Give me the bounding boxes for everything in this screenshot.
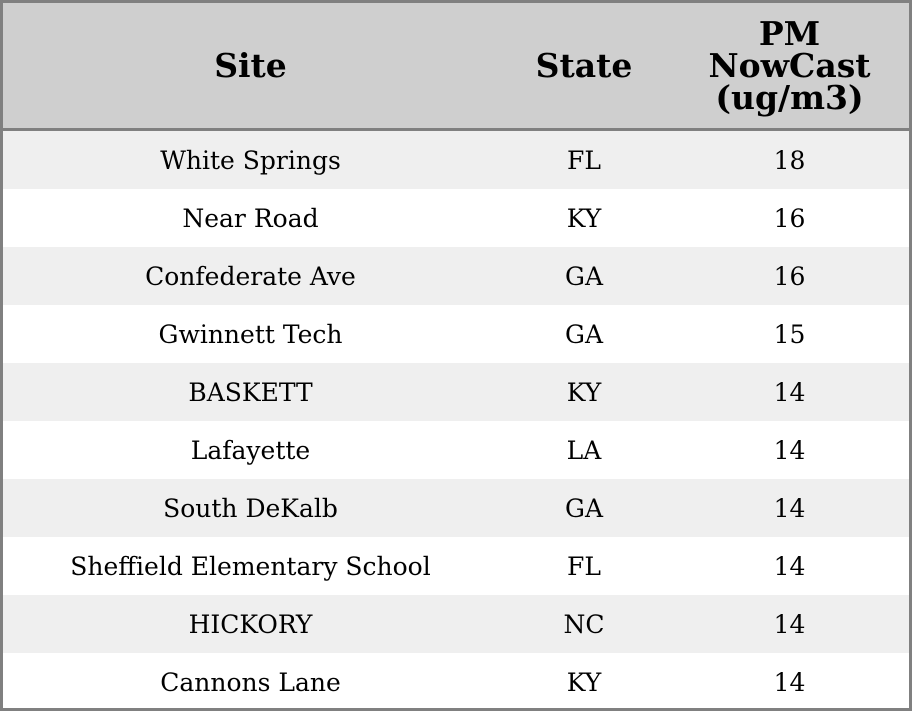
cell-state: KY bbox=[498, 653, 670, 708]
cell-pm: 14 bbox=[670, 421, 909, 479]
cell-pm: 14 bbox=[670, 479, 909, 537]
cell-pm: 14 bbox=[670, 537, 909, 595]
table-row: Lafayette LA 14 bbox=[3, 421, 909, 479]
cell-site: BASKETT bbox=[3, 363, 498, 421]
table-row: Confederate Ave GA 16 bbox=[3, 247, 909, 305]
cell-site: HICKORY bbox=[3, 595, 498, 653]
header-state-label: State bbox=[535, 46, 633, 85]
cell-site: Confederate Ave bbox=[3, 247, 498, 305]
cell-state: KY bbox=[498, 363, 670, 421]
cell-pm: 14 bbox=[670, 363, 909, 421]
data-table: Site State PM NowCast (ug/m3) White Spri… bbox=[3, 3, 909, 708]
cell-state: KY bbox=[498, 189, 670, 247]
cell-site: South DeKalb bbox=[3, 479, 498, 537]
table-body: White Springs FL 18 Near Road KY 16 Conf… bbox=[3, 129, 909, 708]
header-pm-line-2: NowCast bbox=[708, 45, 871, 85]
cell-state: GA bbox=[498, 247, 670, 305]
table-row: Near Road KY 16 bbox=[3, 189, 909, 247]
header-site-label: Site bbox=[214, 46, 287, 85]
table-row: BASKETT KY 14 bbox=[3, 363, 909, 421]
table-row: HICKORY NC 14 bbox=[3, 595, 909, 653]
cell-state: NC bbox=[498, 595, 670, 653]
table-row: Sheffield Elementary School FL 14 bbox=[3, 537, 909, 595]
cell-site: Sheffield Elementary School bbox=[3, 537, 498, 595]
cell-site: Cannons Lane bbox=[3, 653, 498, 708]
cell-site: White Springs bbox=[3, 129, 498, 189]
cell-state: LA bbox=[498, 421, 670, 479]
cell-site: Lafayette bbox=[3, 421, 498, 479]
cell-state: GA bbox=[498, 479, 670, 537]
header-pm-line-1: PM bbox=[758, 13, 821, 53]
table-row: Cannons Lane KY 14 bbox=[3, 653, 909, 708]
header-site: Site bbox=[3, 3, 498, 131]
cell-state: GA bbox=[498, 305, 670, 363]
cell-pm: 14 bbox=[670, 595, 909, 653]
cell-state: FL bbox=[498, 129, 670, 189]
header-pm-line-3: (ug/m3) bbox=[715, 77, 864, 117]
table-row: Gwinnett Tech GA 15 bbox=[3, 305, 909, 363]
cell-pm: 14 bbox=[670, 653, 909, 708]
cell-pm: 16 bbox=[670, 189, 909, 247]
table-header: Site State PM NowCast (ug/m3) bbox=[3, 3, 909, 131]
cell-pm: 15 bbox=[670, 305, 909, 363]
header-state: State bbox=[498, 3, 670, 131]
cell-site: Gwinnett Tech bbox=[3, 305, 498, 363]
header-row: Site State PM NowCast (ug/m3) bbox=[3, 3, 909, 131]
cell-pm: 18 bbox=[670, 129, 909, 189]
cell-site: Near Road bbox=[3, 189, 498, 247]
table-row: White Springs FL 18 bbox=[3, 129, 909, 189]
header-pm-nowcast: PM NowCast (ug/m3) bbox=[670, 3, 909, 131]
cell-state: FL bbox=[498, 537, 670, 595]
table-row: South DeKalb GA 14 bbox=[3, 479, 909, 537]
cell-pm: 16 bbox=[670, 247, 909, 305]
